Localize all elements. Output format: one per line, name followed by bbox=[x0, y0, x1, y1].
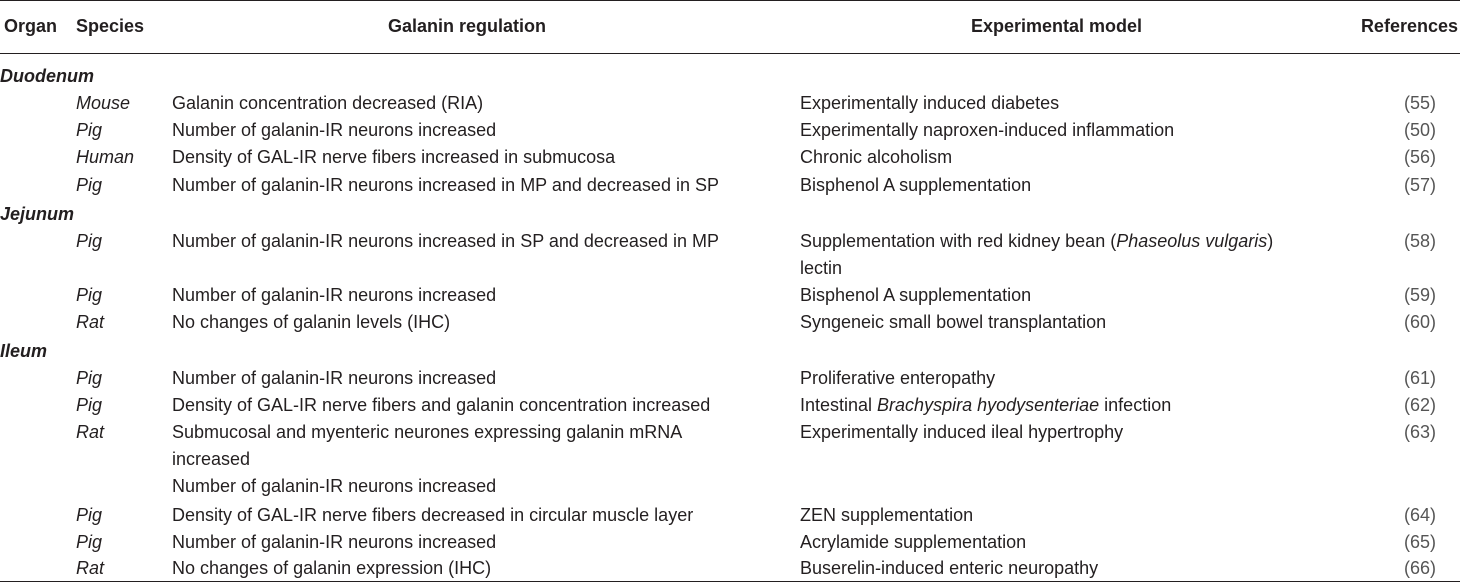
regulation-text: Density of GAL-IR nerve fibers and galan… bbox=[172, 395, 711, 415]
species-cell: Rat bbox=[76, 422, 105, 442]
regulation-cell: Number of galanin-IR neurons increased i… bbox=[172, 172, 782, 199]
header-experimental-model: Experimental model bbox=[971, 16, 1143, 36]
reference-cell: (65) bbox=[1403, 532, 1436, 552]
regulation-cell: Number of galanin-IR neurons increased bbox=[172, 282, 782, 309]
model-text: Proliferative enteropathy bbox=[800, 368, 996, 388]
model-text-italic: Brachyspira hyodysenteriae bbox=[877, 395, 1100, 415]
regulation-cell: Number of galanin-IR neurons increased bbox=[172, 365, 782, 392]
regulation-text: Number of galanin-IR neurons increased bbox=[172, 120, 497, 140]
species-cell: Pig bbox=[76, 505, 103, 525]
model-cell: Supplementation with red kidney bean (Ph… bbox=[800, 228, 1320, 282]
reference-cell: (60) bbox=[1403, 312, 1436, 332]
model-text: Buserelin-induced enteric neuropathy bbox=[800, 558, 1099, 578]
regulation-text: Galanin concentration decreased (RIA) bbox=[172, 93, 484, 113]
reference-cell: (64) bbox=[1403, 505, 1436, 525]
model-text: Supplementation with red kidney bean (Ph… bbox=[800, 228, 1320, 255]
reference-cell: (59) bbox=[1403, 285, 1436, 305]
regulation-cell: Number of galanin-IR neurons increased i… bbox=[172, 228, 782, 255]
model-text-pre: Supplementation with red kidney bean ( bbox=[800, 231, 1117, 251]
model-text: Bisphenol A supplementation bbox=[800, 175, 1032, 195]
header-references: References bbox=[1360, 16, 1458, 36]
species-cell: Rat bbox=[76, 558, 105, 578]
model-cell: Proliferative enteropathy bbox=[800, 365, 1320, 392]
model-cell: Buserelin-induced enteric neuropathy bbox=[800, 555, 1320, 582]
species-cell: Rat bbox=[76, 312, 105, 332]
table-top-rule bbox=[0, 0, 1460, 1]
species-cell: Pig bbox=[76, 395, 103, 415]
model-cell: Bisphenol A supplementation bbox=[800, 172, 1320, 199]
regulation-cell: Number of galanin-IR neurons increased bbox=[172, 529, 782, 556]
reference-cell: (66) bbox=[1403, 558, 1436, 578]
species-cell: Pig bbox=[76, 120, 103, 140]
header-rule bbox=[0, 53, 1460, 54]
regulation-cell: Submucosal and myenteric neurones expres… bbox=[172, 419, 782, 500]
reference-cell: (58) bbox=[1403, 231, 1436, 251]
regulation-cell: No changes of galanin expression (IHC) bbox=[172, 555, 782, 582]
species-cell: Pig bbox=[76, 532, 103, 552]
regulation-text-line2: increased bbox=[172, 449, 251, 469]
species-cell: Mouse bbox=[76, 93, 131, 113]
model-text: Syngeneic small bowel transplantation bbox=[800, 312, 1107, 332]
model-cell: Chronic alcoholism bbox=[800, 144, 1320, 171]
model-text: Acrylamide supplementation bbox=[800, 532, 1027, 552]
regulation-text: Submucosal and myenteric neurones expres… bbox=[172, 422, 683, 442]
organ-ileum: Ileum bbox=[0, 341, 48, 361]
organ-duodenum: Duodenum bbox=[0, 66, 94, 86]
model-cell: Syngeneic small bowel transplantation bbox=[800, 309, 1320, 336]
model-cell: Acrylamide supplementation bbox=[800, 529, 1320, 556]
species-cell: Pig bbox=[76, 175, 103, 195]
regulation-cell: Galanin concentration decreased (RIA) bbox=[172, 90, 782, 117]
regulation-text: Density of GAL-IR nerve fibers increased… bbox=[172, 147, 616, 167]
header-organ: Organ bbox=[4, 16, 58, 36]
regulation-cell: No changes of galanin levels (IHC) bbox=[172, 309, 782, 336]
model-cell: Experimentally induced diabetes bbox=[800, 90, 1320, 117]
model-cell: Experimentally naproxen-induced inflamma… bbox=[800, 117, 1320, 144]
model-text-post: ) bbox=[1267, 231, 1274, 251]
species-cell: Pig bbox=[76, 368, 103, 388]
model-text-italic: Phaseolus vulgaris bbox=[1116, 231, 1268, 251]
model-cell: Intestinal Brachyspira hyodysenteriae in… bbox=[800, 392, 1320, 419]
reference-cell: (57) bbox=[1403, 175, 1436, 195]
regulation-text: Density of GAL-IR nerve fibers decreased… bbox=[172, 505, 694, 525]
species-cell: Pig bbox=[76, 231, 103, 251]
reference-cell: (63) bbox=[1403, 422, 1436, 442]
regulation-text-line3: Number of galanin-IR neurons increased bbox=[172, 476, 497, 496]
reference-cell: (61) bbox=[1403, 368, 1436, 388]
regulation-text: Number of galanin-IR neurons increased bbox=[172, 532, 497, 552]
regulation-cell: Number of galanin-IR neurons increased bbox=[172, 117, 782, 144]
regulation-cell: Density of GAL-IR nerve fibers and galan… bbox=[172, 392, 782, 419]
organ-jejunum: Jejunum bbox=[0, 204, 75, 224]
model-cell: Experimentally induced ileal hypertrophy bbox=[800, 419, 1320, 446]
regulation-text: Number of galanin-IR neurons increased i… bbox=[172, 231, 719, 251]
regulation-text: Number of galanin-IR neurons increased i… bbox=[172, 175, 719, 195]
model-text: Bisphenol A supplementation bbox=[800, 285, 1032, 305]
model-text-line2: lectin bbox=[800, 258, 843, 278]
model-text: Experimentally induced diabetes bbox=[800, 93, 1060, 113]
reference-cell: (62) bbox=[1403, 395, 1436, 415]
regulation-text: No changes of galanin levels (IHC) bbox=[172, 312, 451, 332]
model-text: Intestinal Brachyspira hyodysenteriae in… bbox=[800, 392, 1320, 419]
species-cell: Human bbox=[76, 147, 135, 167]
header-galanin-regulation: Galanin regulation bbox=[388, 16, 547, 36]
model-text: Chronic alcoholism bbox=[800, 147, 953, 167]
regulation-cell: Density of GAL-IR nerve fibers decreased… bbox=[172, 502, 782, 529]
reference-cell: (56) bbox=[1403, 147, 1436, 167]
model-cell: ZEN supplementation bbox=[800, 502, 1320, 529]
model-text-pre: Intestinal bbox=[800, 395, 878, 415]
regulation-text: Number of galanin-IR neurons increased bbox=[172, 368, 497, 388]
header-species: Species bbox=[76, 16, 145, 36]
reference-cell: (55) bbox=[1403, 93, 1436, 113]
regulation-text: No changes of galanin expression (IHC) bbox=[172, 558, 492, 578]
reference-cell: (50) bbox=[1403, 120, 1436, 140]
regulation-text: Number of galanin-IR neurons increased bbox=[172, 285, 497, 305]
model-text: ZEN supplementation bbox=[800, 505, 974, 525]
species-cell: Pig bbox=[76, 285, 103, 305]
model-text: Experimentally naproxen-induced inflamma… bbox=[800, 120, 1175, 140]
regulation-cell: Density of GAL-IR nerve fibers increased… bbox=[172, 144, 782, 171]
model-text-post: infection bbox=[1099, 395, 1172, 415]
model-cell: Bisphenol A supplementation bbox=[800, 282, 1320, 309]
model-text: Experimentally induced ileal hypertrophy bbox=[800, 422, 1124, 442]
